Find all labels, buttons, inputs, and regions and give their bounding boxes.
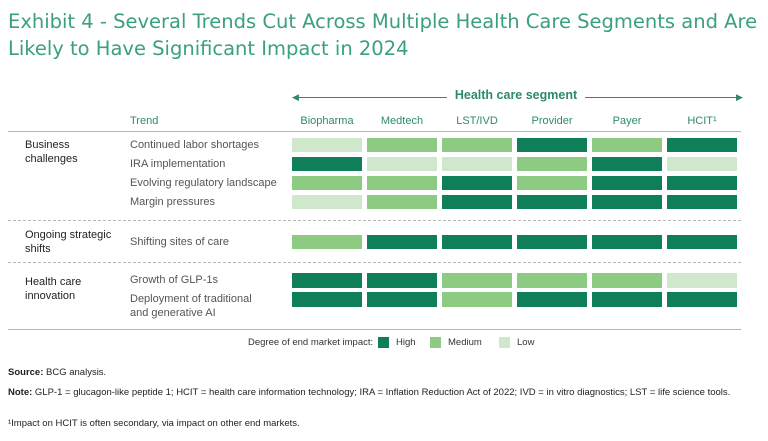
impact-cell-high: [442, 235, 512, 249]
trend-label: Deployment of traditional and generative…: [130, 293, 252, 319]
arrow-left-icon: ◀: [292, 92, 299, 102]
source-note: Source: BCG analysis.: [8, 367, 107, 378]
trend-label: Continued labor shortages: [130, 139, 260, 151]
legend-swatch-low: [499, 337, 510, 348]
group-label: Ongoing strategic shifts: [25, 229, 112, 255]
trend-label: Shifting sites of care: [130, 236, 230, 248]
impact-cell-medium: [517, 273, 587, 288]
legend-entry-low: Low: [517, 337, 535, 348]
impact-cell-high: [367, 292, 437, 307]
legend-entry-medium: Medium: [448, 337, 482, 348]
impact-cell-high: [292, 292, 362, 307]
footnote: ¹Impact on HCIT is often secondary, via …: [8, 418, 300, 429]
impact-cell-high: [592, 176, 662, 190]
table-bottom-rule: [8, 329, 741, 330]
impact-cell-low: [667, 273, 737, 288]
segment-header: ◀ ▶ Health care segment: [292, 88, 743, 106]
impact-cell-high: [667, 235, 737, 249]
page-title: Exhibit 4 - Several Trends Cut Across Mu…: [8, 10, 758, 60]
impact-cell-medium: [592, 273, 662, 288]
segment-column-header: HCIT¹: [687, 115, 717, 127]
segment-column-header: Provider: [531, 115, 573, 127]
impact-cell-low: [667, 157, 737, 171]
impact-cell-high: [292, 157, 362, 171]
group-label: Health care innovation: [25, 276, 82, 302]
impact-cell-high: [367, 235, 437, 249]
impact-cell-high: [667, 176, 737, 190]
impact-cell-medium: [442, 138, 512, 152]
segment-header-title: Health care segment: [292, 88, 740, 102]
impact-cell-high: [592, 195, 662, 209]
impact-cell-high: [667, 138, 737, 152]
legend-entry-high: High: [396, 337, 416, 348]
impact-cell-low: [292, 138, 362, 152]
segment-column-header: Biopharma: [300, 115, 354, 127]
trend-label: IRA implementation: [130, 158, 226, 170]
impact-cell-medium: [292, 176, 362, 190]
impact-cell-high: [667, 292, 737, 307]
impact-cell-medium: [517, 157, 587, 171]
impact-cell-high: [592, 292, 662, 307]
trend-label: Growth of GLP-1s: [130, 274, 219, 286]
segment-column-header: LST/IVD: [456, 115, 498, 127]
impact-cell-medium: [292, 235, 362, 249]
impact-cell-high: [592, 157, 662, 171]
arrow-right-icon: ▶: [736, 92, 743, 102]
group-label: Business challenges: [25, 139, 78, 165]
impact-cell-high: [517, 138, 587, 152]
trend-column-header: Trend: [130, 115, 159, 127]
impact-cell-medium: [517, 176, 587, 190]
impact-cell-medium: [367, 176, 437, 190]
impact-cell-low: [442, 157, 512, 171]
trend-label: Margin pressures: [130, 196, 215, 208]
impact-cell-high: [517, 292, 587, 307]
legend-swatch-medium: [430, 337, 441, 348]
impact-cell-medium: [367, 138, 437, 152]
legend-swatch-high: [378, 337, 389, 348]
abbreviation-note: Note: GLP-1 = glucagon-like peptide 1; H…: [8, 387, 731, 398]
impact-cell-low: [367, 157, 437, 171]
group-divider: [8, 262, 741, 263]
group-divider: [8, 220, 741, 221]
segment-column-header: Payer: [612, 115, 642, 127]
trend-label: Evolving regulatory landscape: [130, 177, 277, 189]
legend-label: Degree of end market impact:: [248, 337, 374, 348]
impact-cell-medium: [442, 273, 512, 288]
header-divider: [8, 131, 741, 132]
impact-cell-high: [367, 273, 437, 288]
segment-column-header: Medtech: [380, 115, 424, 127]
impact-cell-high: [292, 273, 362, 288]
impact-cell-medium: [592, 138, 662, 152]
impact-cell-medium: [442, 292, 512, 307]
impact-cell-low: [292, 195, 362, 209]
impact-cell-high: [517, 235, 587, 249]
impact-cell-high: [667, 195, 737, 209]
impact-cell-high: [592, 235, 662, 249]
impact-cell-high: [442, 195, 512, 209]
impact-cell-medium: [367, 195, 437, 209]
impact-cell-high: [442, 176, 512, 190]
impact-cell-high: [517, 195, 587, 209]
